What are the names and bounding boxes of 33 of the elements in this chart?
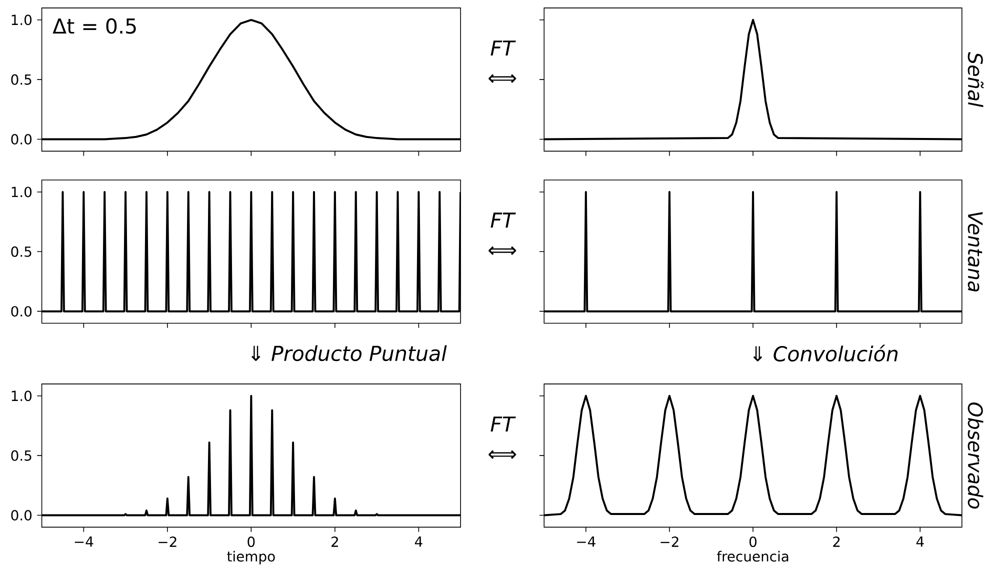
y-axis-title: Observado — [968, 402, 984, 509]
x-tick-label: 2 — [833, 536, 840, 547]
y-tick-label: 1.0 — [12, 186, 32, 198]
text: ⇓ Producto Puntual — [251, 345, 447, 362]
x-axis-title: frecuencia — [716, 550, 788, 562]
x-tick-label: 0 — [749, 536, 757, 548]
text: ⟺ — [488, 450, 516, 459]
x-tick-label: −2 — [158, 536, 176, 547]
y-tick-label: 0.5 — [11, 74, 32, 85]
y-tick-label: 0.5 — [11, 246, 32, 257]
text: ⟺ — [488, 246, 516, 256]
text: ⇓ Convolución — [753, 344, 898, 362]
x-tick-label: 4 — [916, 536, 924, 547]
x-tick-label: −4 — [74, 536, 94, 547]
y-tick-label: 1.0 — [12, 14, 32, 26]
y-tick-label: 0.0 — [11, 306, 32, 317]
y-axis-title: Señal — [968, 52, 984, 108]
x-tick-label: 2 — [332, 536, 338, 547]
annotation: Δt = 0.5 — [52, 18, 136, 34]
x-tick-label: −2 — [660, 536, 678, 547]
text: FT — [490, 416, 516, 432]
y-axis-title: Ventana — [968, 212, 983, 292]
y-tick-label: 0.0 — [11, 510, 32, 521]
text: ⟺ — [488, 74, 516, 83]
text: FT — [490, 212, 516, 228]
y-tick-label: 0.0 — [11, 134, 32, 145]
x-tick-label: 4 — [414, 536, 422, 547]
x-axis-title: tiempo — [227, 550, 275, 564]
y-tick-label: 0.5 — [11, 450, 32, 461]
text: FT — [490, 40, 516, 56]
x-tick-label: −4 — [577, 536, 596, 547]
x-tick-label: 0 — [248, 536, 255, 548]
y-tick-label: 1.0 — [12, 390, 32, 402]
